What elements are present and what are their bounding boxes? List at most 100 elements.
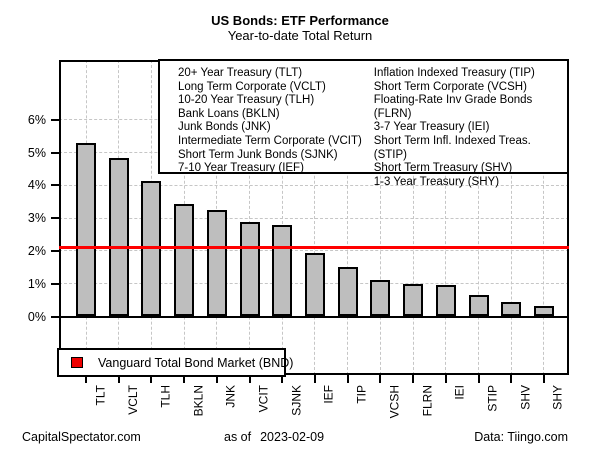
etf-legend-item: Short Term Corporate (VCSH) xyxy=(373,80,527,93)
footer-as-of-label: as of xyxy=(224,430,252,444)
grid-line-v xyxy=(445,60,447,375)
etf-legend-item: Junk Bonds (JNK) xyxy=(178,121,271,134)
etf-legend-item: 7-10 Year Treasury (IEF) xyxy=(178,162,304,175)
x-axis-tick xyxy=(215,375,218,383)
etf-legend-left-column: 20+ Year Treasury (TLT) Long Term Corpora… xyxy=(178,67,374,174)
footer-as-of-date: 2023-02-09 xyxy=(260,430,325,444)
zero-axis-line xyxy=(59,315,569,318)
etf-legend-right-column: Inflation Indexed Treasury (TIP) Short Te… xyxy=(373,67,567,188)
grid-line-v xyxy=(347,60,349,375)
x-axis-tick xyxy=(477,375,480,383)
x-tick-label: FLRN xyxy=(420,385,435,417)
y-axis-tick xyxy=(51,184,59,187)
grid-line-h xyxy=(59,217,569,219)
etf-legend-item: 3-7 Year Treasury (IEI) xyxy=(373,121,490,134)
x-axis-tick xyxy=(248,375,251,383)
y-tick-label: 2% xyxy=(27,243,46,258)
grid-line-v xyxy=(379,60,381,375)
x-tick-label: SHV xyxy=(518,385,533,410)
etf-legend-item: Short Term Infl. Indexed Treas. (STIP) xyxy=(373,134,531,161)
x-tick-label: VCLT xyxy=(125,385,140,415)
bar xyxy=(435,284,456,317)
etf-legend-item: 1-3 Year Treasury (SHY) xyxy=(373,175,500,188)
x-tick-label: SJNK xyxy=(289,385,304,416)
bar xyxy=(76,142,96,317)
grid-line-v xyxy=(478,60,480,375)
y-tick-label: 1% xyxy=(27,276,46,291)
x-axis-tick xyxy=(510,375,513,383)
x-tick-label: BKLN xyxy=(191,385,206,417)
bar xyxy=(304,252,325,317)
grid-line-v xyxy=(510,60,512,375)
etf-legend-item: Short Term Junk Bonds (SJNK) xyxy=(178,148,338,161)
footer-source-site: CapitalSpectator.com xyxy=(22,430,141,444)
plot-area xyxy=(59,60,569,375)
etf-legend-box: 20+ Year Treasury (TLT) Long Term Corpora… xyxy=(158,59,569,188)
title-block: US Bonds: ETF Performance Year-to-date T… xyxy=(0,13,600,43)
y-tick-label: 0% xyxy=(27,309,46,324)
bar xyxy=(174,203,195,317)
bnd-legend-label: Vanguard Total Bond Market (BND) xyxy=(98,355,294,370)
x-axis-tick xyxy=(542,375,545,383)
x-axis-tick xyxy=(117,375,120,383)
y-tick-label: 4% xyxy=(27,178,46,193)
grid-line-v xyxy=(249,60,251,375)
x-tick-label: VCSH xyxy=(387,385,402,419)
x-tick-label: TIP xyxy=(354,385,369,404)
bar xyxy=(239,222,260,317)
y-axis-tick xyxy=(51,217,59,220)
bar xyxy=(337,266,358,317)
x-tick-label: JNK xyxy=(223,385,238,408)
bar xyxy=(108,158,129,317)
grid-line-h xyxy=(59,184,569,186)
x-axis-tick xyxy=(379,375,382,383)
grid-line-v xyxy=(281,60,283,375)
y-tick-label: 3% xyxy=(27,211,46,226)
x-axis-tick xyxy=(85,375,87,383)
y-axis-tick xyxy=(51,249,59,252)
x-tick-label: TLT xyxy=(93,385,107,406)
x-axis-tick xyxy=(313,375,316,383)
y-tick-label: 5% xyxy=(27,145,46,160)
etf-legend-item: Short Term Treasury (SHV) xyxy=(373,162,513,175)
x-tick-label: VCIT xyxy=(256,385,271,413)
grid-line-v xyxy=(412,60,414,375)
x-tick-label: STIP xyxy=(485,385,500,412)
bar xyxy=(403,283,424,317)
bnd-legend-box: Vanguard Total Bond Market (BND) xyxy=(57,348,293,377)
y-axis-tick xyxy=(51,282,59,285)
etf-legend-item: 20+ Year Treasury (TLT) xyxy=(178,67,303,79)
grid-line-h xyxy=(59,250,569,252)
bar xyxy=(206,209,227,317)
x-tick-label: TLH xyxy=(158,385,173,408)
chart-subtitle: Year-to-date Total Return xyxy=(227,28,373,43)
etf-legend-item: Floating-Rate Inv Grade Bonds (FLRN) xyxy=(373,94,533,120)
bar xyxy=(370,280,391,317)
etf-legend-item: Inflation Indexed Treasury (TIP) xyxy=(373,67,535,79)
footer-data-source: Data: Tiingo.com xyxy=(474,430,568,444)
x-tick-label: IEI xyxy=(452,385,467,400)
x-axis-tick xyxy=(346,375,349,383)
grid-line-v xyxy=(314,60,316,375)
x-axis-tick xyxy=(183,375,186,383)
bnd-red-swatch-icon xyxy=(71,357,83,368)
x-axis-tick xyxy=(412,375,415,383)
x-axis-tick xyxy=(444,375,447,383)
x-axis-tick xyxy=(150,375,153,383)
y-axis-tick xyxy=(51,118,59,121)
grid-line-v xyxy=(543,60,545,375)
x-tick-label: IEF xyxy=(321,385,336,404)
y-axis-tick xyxy=(51,151,59,154)
etf-legend-item: Intermediate Term Corporate (VCIT) xyxy=(178,134,362,147)
etf-legend-item: Long Term Corporate (VCLT) xyxy=(178,80,326,93)
x-axis-tick xyxy=(281,375,284,383)
x-tick-label: SHY xyxy=(550,385,565,410)
etf-legend-item: Bank Loans (BKLN) xyxy=(178,107,280,120)
footer-as-of: as of 2023-02-09 xyxy=(224,430,324,444)
chart-title: US Bonds: ETF Performance xyxy=(211,13,389,28)
y-tick-label: 6% xyxy=(27,112,46,127)
etf-legend-item: 10-20 Year Treasury (TLH) xyxy=(178,94,315,107)
y-axis-tick xyxy=(51,315,59,318)
bnd-reference-line xyxy=(59,246,569,250)
